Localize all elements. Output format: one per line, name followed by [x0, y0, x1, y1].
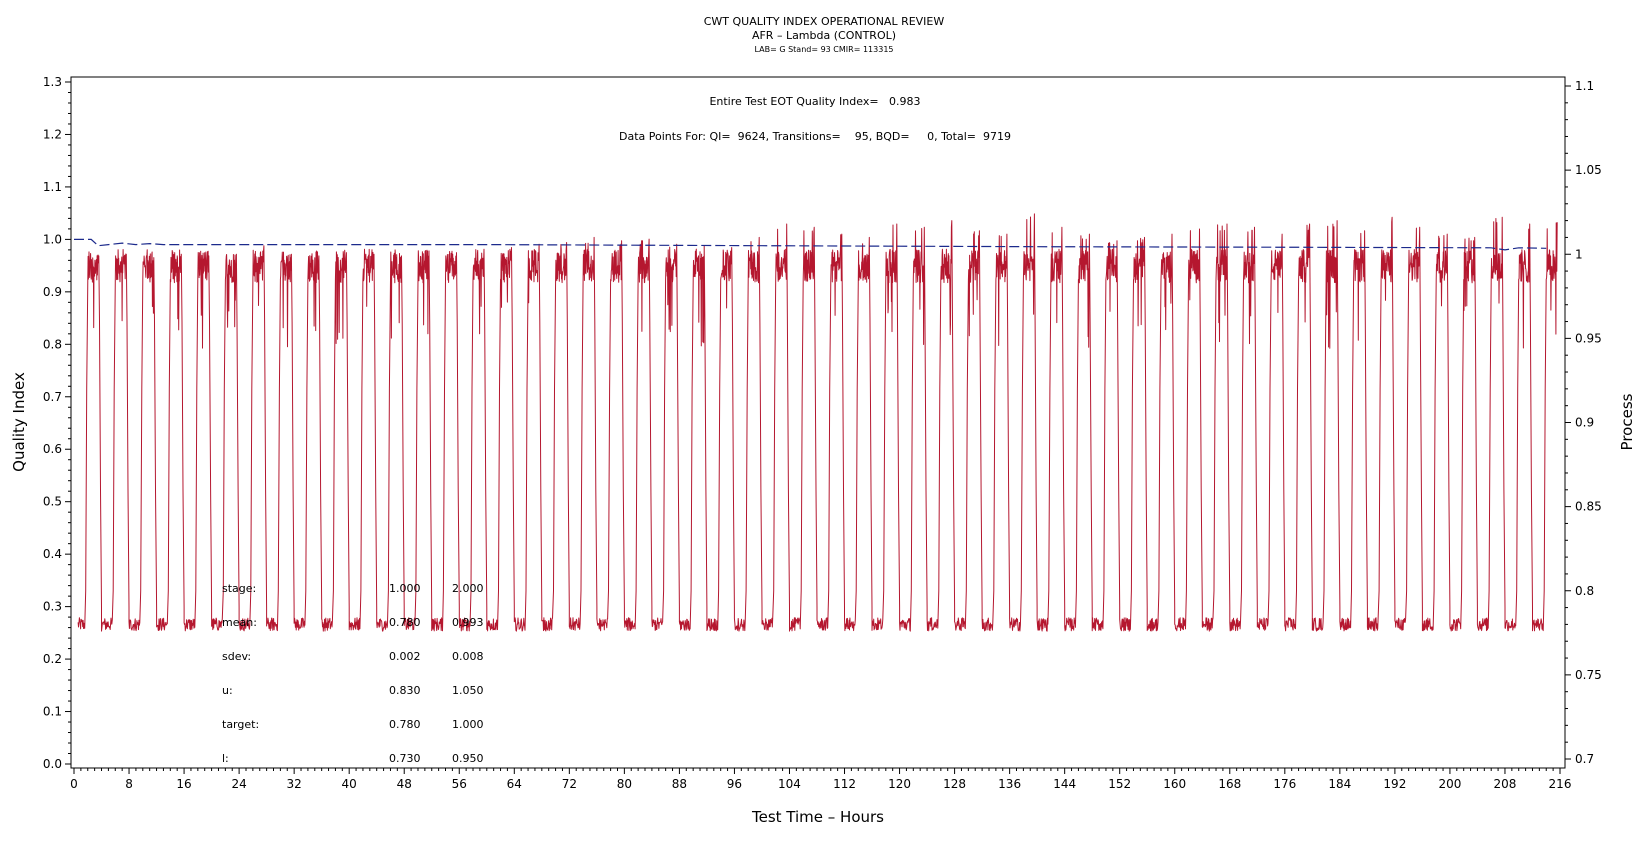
- stats-row-l-label: l:: [222, 752, 229, 765]
- left-tick-label: 0.1: [43, 705, 62, 719]
- left-tick-label: 0.3: [43, 600, 62, 614]
- right-tick-label: 1: [1575, 247, 1583, 261]
- x-tick-label: 128: [943, 777, 966, 791]
- left-tick-label: 1.1: [43, 180, 62, 194]
- left-tick-label: 0.2: [43, 652, 62, 666]
- x-tick-label: 104: [778, 777, 801, 791]
- data-points-summary: Data Points For: QI= 9624, Transitions= …: [619, 130, 1011, 143]
- x-tick-label: 80: [617, 777, 632, 791]
- stats-header-stage2: 2.000: [452, 582, 484, 595]
- chart-subtitle: AFR – Lambda (CONTROL): [752, 29, 896, 42]
- x-axis-label: Test Time – Hours: [751, 808, 884, 826]
- stats-row-l-s2: 0.950: [452, 752, 484, 765]
- left-y-axis: 0.0 0.1 0.2 0.3 0.4 0.5 0.6 0.7 0.8 0.9 1.0 1.1 1.2 1…: [43, 75, 71, 771]
- right-tick-label: 0.8: [1575, 584, 1594, 598]
- x-tick-label: 112: [833, 777, 856, 791]
- x-tick-label: 184: [1328, 777, 1351, 791]
- x-tick-label: 208: [1494, 777, 1517, 791]
- right-tick-label: 0.7: [1575, 752, 1594, 766]
- x-tick-label: 24: [231, 777, 246, 791]
- stats-row-l-s1: 0.730: [389, 752, 421, 765]
- x-tick-label: 32: [287, 777, 302, 791]
- right-tick-label: 0.85: [1575, 500, 1602, 514]
- left-tick-label: 1.3: [43, 75, 62, 89]
- process-series-line: [77, 213, 1558, 632]
- stats-row-mean-label: mean:: [222, 616, 257, 629]
- stats-row-sdev-s2: 0.008: [452, 650, 484, 663]
- stats-header-stage1: 1.000: [389, 582, 421, 595]
- x-tick-label: 8: [125, 777, 133, 791]
- eot-quality-index: Entire Test EOT Quality Index= 0.983: [709, 95, 920, 108]
- left-tick-label: 1.0: [43, 232, 62, 246]
- stats-row-target-s1: 0.780: [389, 718, 421, 731]
- right-tick-label: 1.1: [1575, 79, 1594, 93]
- stats-row-sdev-s1: 0.002: [389, 650, 421, 663]
- stats-row-target-label: target:: [222, 718, 259, 731]
- right-tick-label: 0.75: [1575, 668, 1602, 682]
- y2-axis-label: Process: [1618, 393, 1636, 450]
- x-tick-label: 152: [1108, 777, 1131, 791]
- left-tick-label: 0.7: [43, 390, 62, 404]
- left-tick-label: 0.8: [43, 337, 62, 351]
- stats-row-u-s2: 1.050: [452, 684, 484, 697]
- x-tick-label: 88: [672, 777, 687, 791]
- stats-header-label: stage:: [222, 582, 256, 595]
- y-axis-label: Quality Index: [10, 372, 28, 472]
- x-tick-label: 160: [1163, 777, 1186, 791]
- chart-subsubtitle: LAB= G Stand= 93 CMIR= 113315: [754, 45, 893, 54]
- left-tick-label: 0.6: [43, 442, 62, 456]
- x-tick-label: 72: [562, 777, 577, 791]
- series-group: [74, 213, 1558, 632]
- plot-frame: [70, 76, 1566, 769]
- stats-row-u-s1: 0.830: [389, 684, 421, 697]
- stats-row-sdev-label: sdev:: [222, 650, 251, 663]
- x-tick-label: 120: [888, 777, 911, 791]
- x-axis: 0 8 16 24 32 40 48 56 64 72 80 88 96 104 112 120 128 136 1…: [70, 768, 1571, 791]
- stats-row-mean-s2: 0.993: [452, 616, 484, 629]
- left-tick-label: 0.9: [43, 285, 62, 299]
- x-tick-label: 96: [727, 777, 742, 791]
- right-tick-label: 1.05: [1575, 163, 1602, 177]
- x-tick-label: 56: [452, 777, 467, 791]
- x-tick-label: 0: [70, 777, 78, 791]
- stats-row-u-label: u:: [222, 684, 233, 697]
- x-tick-label: 176: [1273, 777, 1296, 791]
- x-tick-label: 144: [1053, 777, 1076, 791]
- x-tick-label: 216: [1549, 777, 1572, 791]
- chart-title: CWT QUALITY INDEX OPERATIONAL REVIEW: [704, 15, 945, 28]
- x-tick-label: 64: [507, 777, 522, 791]
- left-tick-label: 1.2: [43, 127, 62, 141]
- x-tick-label: 136: [998, 777, 1021, 791]
- stats-row-mean-s1: 0.780: [389, 616, 421, 629]
- x-tick-label: 16: [176, 777, 191, 791]
- x-tick-label: 200: [1438, 777, 1461, 791]
- x-tick-label: 40: [342, 777, 357, 791]
- stats-table: stage: 1.000 2.000 mean: 0.780 0.993 sde…: [222, 582, 484, 765]
- right-y-axis: 0.7 0.75 0.8 0.85 0.9 0.95 1 1.05 1.1: [1565, 79, 1602, 766]
- x-tick-label: 168: [1218, 777, 1241, 791]
- left-tick-label: 0.0: [43, 757, 62, 771]
- right-tick-label: 0.95: [1575, 331, 1602, 345]
- x-tick-label: 192: [1383, 777, 1406, 791]
- right-tick-label: 0.9: [1575, 416, 1594, 430]
- left-tick-label: 0.5: [43, 495, 62, 509]
- quality-index-series-line: [74, 238, 1547, 251]
- stats-row-target-s2: 1.000: [452, 718, 484, 731]
- left-tick-label: 0.4: [43, 547, 62, 561]
- x-tick-label: 48: [397, 777, 412, 791]
